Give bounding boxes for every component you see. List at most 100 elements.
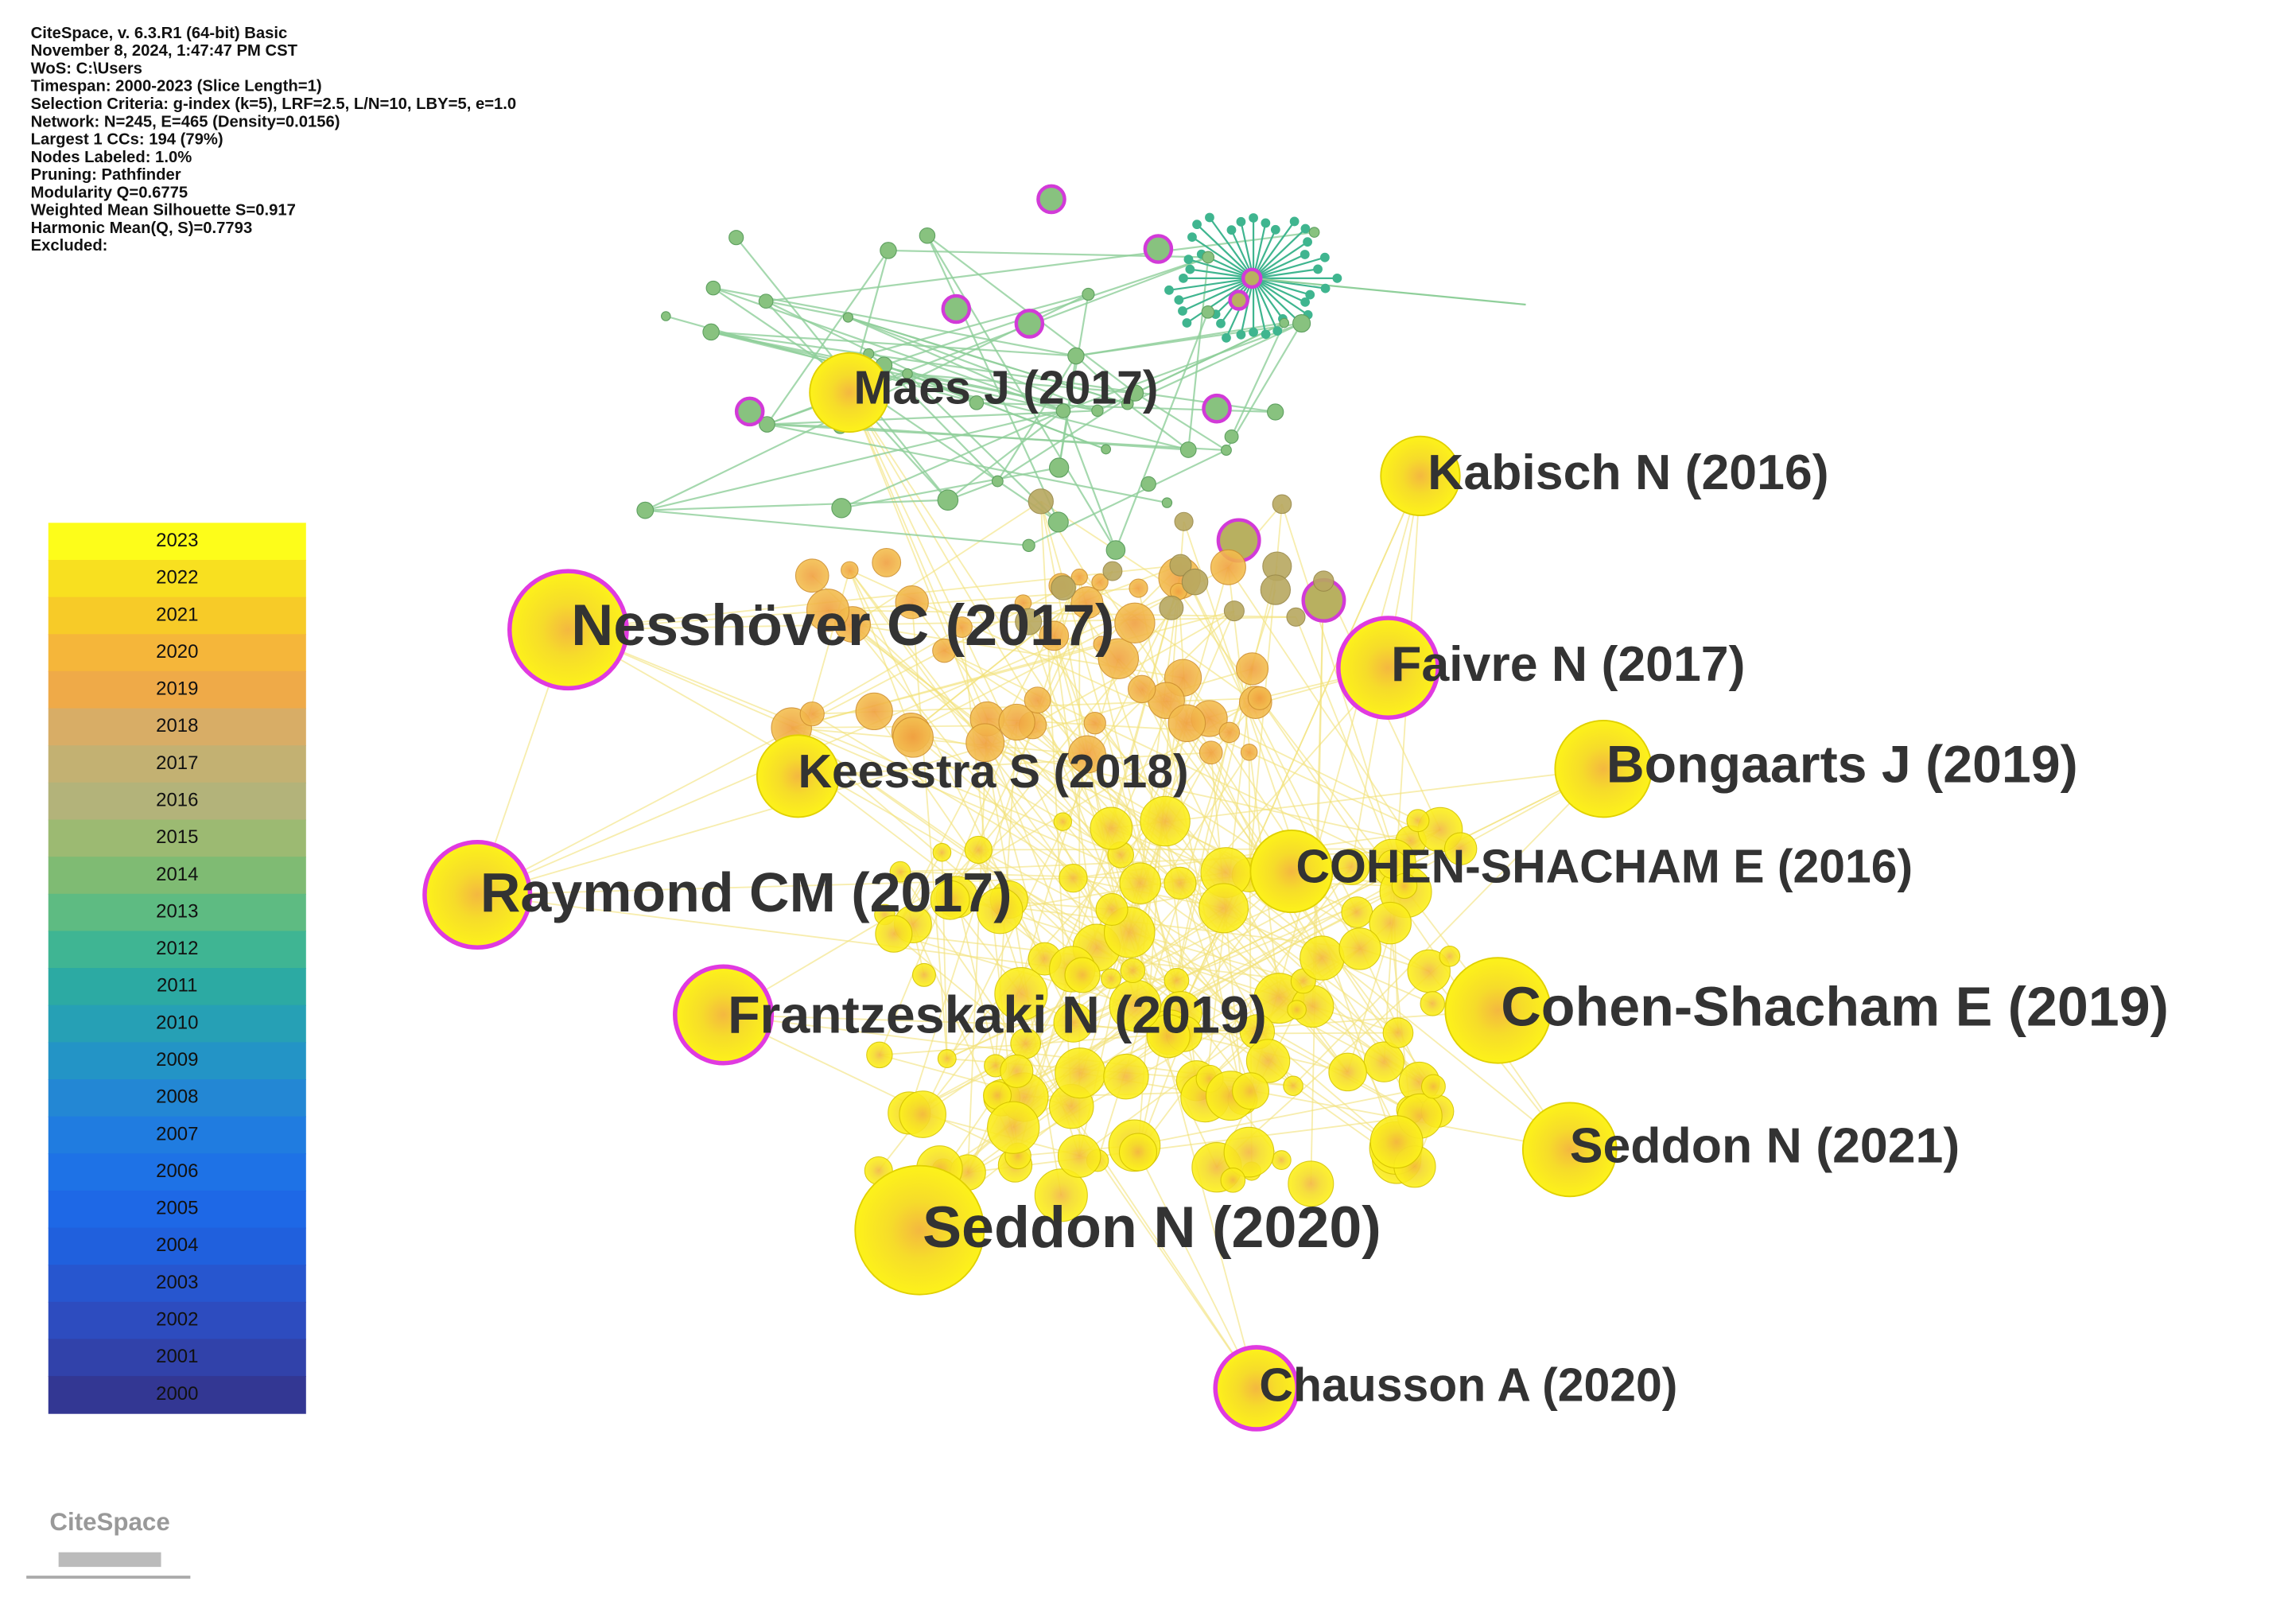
node [1024, 686, 1051, 714]
node-label: Frantzeskaki N (2019) [728, 985, 1267, 1044]
node-label: Maes J (2017) [853, 363, 1158, 414]
node [794, 558, 829, 593]
edge [911, 731, 1121, 856]
node [1174, 295, 1184, 305]
legend-year: 2010 [156, 1012, 198, 1033]
edge [1014, 577, 1181, 1166]
node [1292, 313, 1311, 333]
spoke [1191, 236, 1254, 279]
major-node [1380, 435, 1461, 517]
header-line: Modularity Q=0.6775 [31, 184, 188, 201]
legend-year: 2012 [156, 938, 198, 959]
node [1164, 866, 1197, 900]
edge [477, 877, 1074, 896]
node [759, 416, 775, 433]
spoke [1253, 277, 1311, 296]
edge [1040, 500, 1421, 1117]
node [1271, 1150, 1292, 1171]
node [932, 842, 952, 862]
node [1091, 573, 1109, 591]
legend-year: 2023 [156, 530, 198, 551]
logo-text: CiteSpace [49, 1508, 169, 1536]
node [1183, 255, 1194, 264]
node [1140, 476, 1156, 492]
node [1338, 927, 1381, 970]
node [1067, 347, 1085, 365]
node [1443, 832, 1478, 865]
edge [645, 509, 1029, 546]
edge [1075, 355, 1129, 405]
header-line: WoS: C:\Users [31, 60, 142, 77]
legend-year: 2011 [157, 975, 197, 997]
spoke [1253, 277, 1309, 316]
edge [1127, 402, 1189, 451]
edge [884, 256, 1209, 367]
node [1260, 574, 1292, 605]
edge [1187, 257, 1210, 450]
node [758, 293, 774, 309]
node [998, 703, 1035, 741]
node [930, 880, 970, 920]
legend-year: 2019 [156, 678, 198, 700]
node [1420, 991, 1445, 1016]
major-node [1213, 1345, 1300, 1432]
node [1235, 652, 1269, 686]
edge [841, 466, 1059, 509]
node [1220, 1167, 1246, 1193]
node-label: Raymond CM (2017) [480, 861, 1012, 923]
ring-node [1202, 393, 1232, 424]
legend-year: 2003 [156, 1272, 198, 1293]
node [1169, 554, 1192, 577]
edge [1137, 1152, 1257, 1389]
node [1055, 1047, 1106, 1099]
edge [1311, 581, 1325, 1007]
edge [1259, 698, 1571, 1150]
node [911, 962, 936, 987]
node [1341, 896, 1373, 928]
logo-bars [58, 1552, 161, 1568]
node [1300, 250, 1310, 259]
node-label: Cohen-Shacham E (2019) [1501, 975, 2169, 1037]
node [987, 1101, 1040, 1154]
node [636, 501, 655, 519]
node [1420, 1074, 1446, 1099]
node [1059, 863, 1088, 893]
node [1028, 488, 1054, 515]
edge [847, 316, 1098, 412]
header-line: Excluded: [31, 237, 108, 255]
edge [852, 500, 1042, 625]
edge [841, 410, 1064, 509]
edge [893, 933, 1027, 1044]
node [964, 835, 993, 865]
legend-swatch [48, 857, 306, 895]
edge [1253, 277, 1526, 306]
edge [943, 650, 1292, 872]
edge [1134, 392, 1227, 451]
node [1129, 578, 1148, 598]
edge [849, 392, 989, 720]
node [1174, 511, 1194, 531]
legend-year: 2008 [156, 1086, 198, 1108]
legend-swatch [48, 1376, 306, 1414]
header-line: Pruning: Pathfinder [31, 166, 181, 184]
node [1164, 285, 1174, 295]
spoke [1253, 253, 1306, 279]
node [919, 227, 936, 244]
node [1097, 638, 1140, 679]
edge [711, 331, 1077, 357]
node [1181, 568, 1209, 596]
legend-swatch [48, 1005, 306, 1043]
node [1305, 290, 1315, 300]
edge [710, 331, 1276, 414]
header-line: Network: N=245, E=465 (Density=0.0156) [31, 113, 340, 130]
node-label: Chausson A (2020) [1259, 1359, 1677, 1411]
node [1070, 586, 1104, 620]
edge [765, 231, 1315, 302]
edge [1209, 717, 1419, 822]
node [1240, 743, 1258, 761]
edge [1135, 322, 1285, 394]
edge [767, 423, 1167, 504]
ring-node [734, 396, 765, 427]
edge [926, 235, 1117, 551]
legend-swatch [48, 782, 306, 821]
